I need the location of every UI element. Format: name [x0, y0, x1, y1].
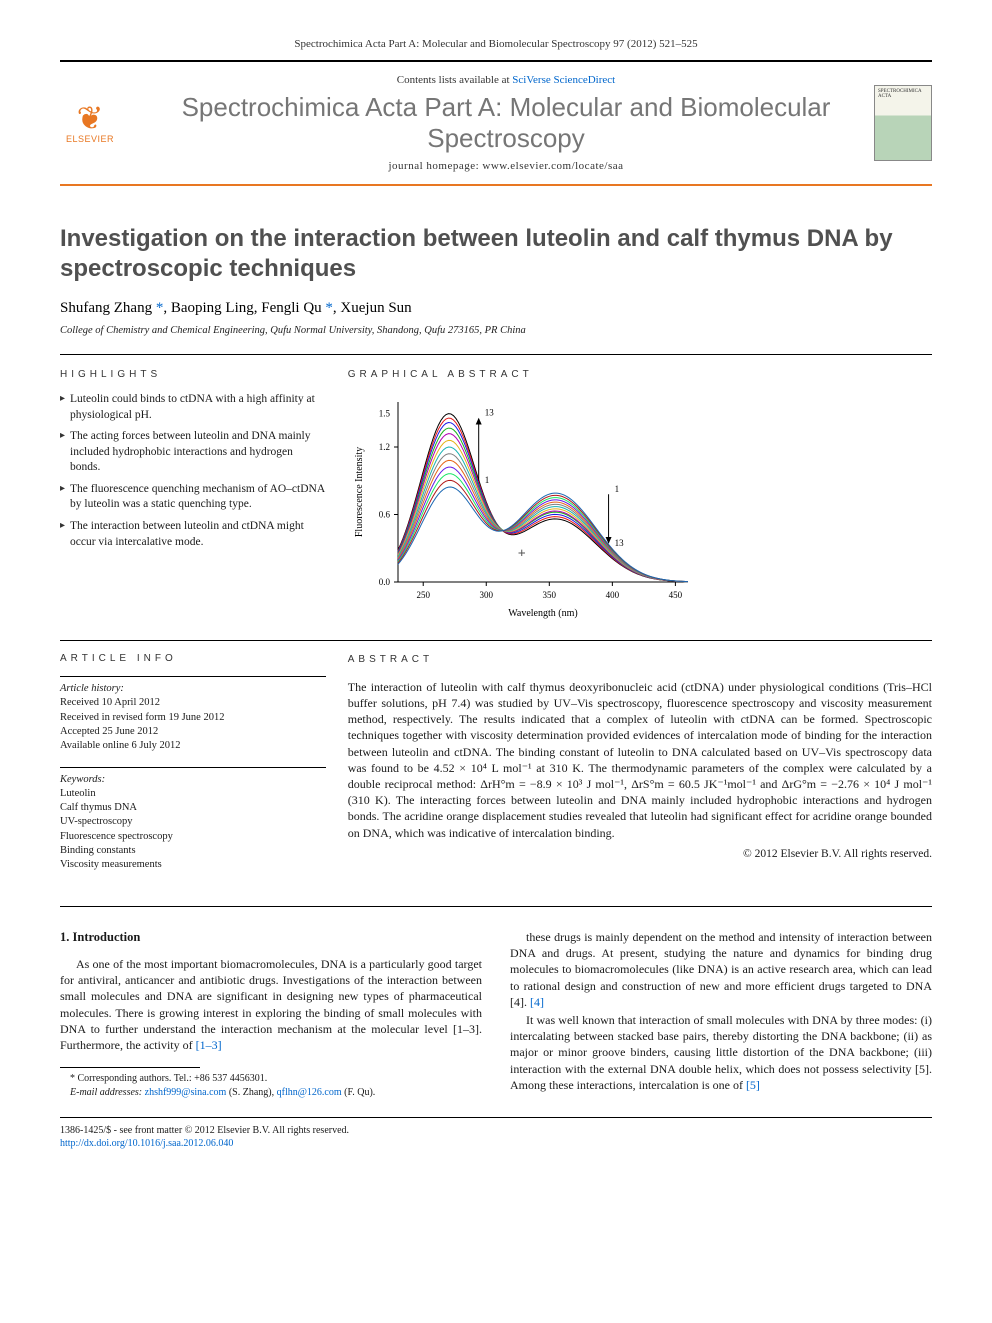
footer-bar: 1386-1425/$ - see front matter © 2012 El…: [60, 1117, 932, 1150]
highlights-label: HIGHLIGHTS: [60, 369, 326, 380]
svg-text:Wavelength (nm): Wavelength (nm): [508, 608, 577, 619]
corresponding-mark-2[interactable]: *: [322, 300, 333, 316]
graphical-abstract-chart: 0.0 0.6 1.2 1.5 250 300 350 400 450 Fluorescence …: [348, 392, 708, 622]
contents-prefix: Contents lists available at: [397, 74, 512, 86]
intro-paragraph-2: these drugs is mainly dependent on the m…: [510, 929, 932, 1010]
author-4: Xuejun Sun: [340, 300, 411, 316]
history-item: Received 10 April 2012: [60, 696, 326, 710]
intro-paragraph-1: As one of the most important biomacromol…: [60, 956, 482, 1053]
intro-p1-text: As one of the most important biomacromol…: [60, 957, 482, 1052]
email-footnote: E-mail addresses: zhshf999@sina.com (S. …: [60, 1086, 482, 1100]
homepage-line: journal homepage: www.elsevier.com/locat…: [138, 160, 874, 172]
contents-line: Contents lists available at SciVerse Sci…: [138, 74, 874, 86]
highlight-item: The fluorescence quenching mechanism of …: [60, 482, 326, 513]
journal-cover-thumbnail: SPECTROCHIMICA ACTA: [874, 85, 932, 161]
ref-link-1-3[interactable]: [1–3]: [196, 1038, 222, 1052]
elsevier-tree-icon: ❦: [77, 102, 104, 134]
journal-title: Spectrochimica Acta Part A: Molecular an…: [138, 92, 874, 154]
front-matter-line: 1386-1425/$ - see front matter © 2012 El…: [60, 1124, 932, 1137]
highlight-item: The acting forces between luteolin and D…: [60, 429, 326, 476]
corresponding-mark-1[interactable]: *: [152, 300, 163, 316]
keyword-item: UV-spectroscopy: [60, 815, 326, 829]
ref-link-4[interactable]: [4]: [530, 995, 544, 1009]
history-item: Available online 6 July 2012: [60, 739, 326, 753]
highlight-item: Luteolin could binds to ctDNA with a hig…: [60, 392, 326, 423]
email-link-1[interactable]: zhshf999@sina.com: [145, 1087, 227, 1098]
intro-p2-text: these drugs is mainly dependent on the m…: [510, 930, 932, 1009]
article-info-label: ARTICLE INFO: [60, 653, 326, 664]
keyword-item: Viscosity measurements: [60, 858, 326, 872]
svg-text:13: 13: [614, 538, 624, 548]
keyword-item: Calf thymus DNA: [60, 801, 326, 815]
corresponding-footnote: * Corresponding authors. Tel.: +86 537 4…: [60, 1072, 482, 1086]
abstract-label: ABSTRACT: [348, 653, 932, 667]
highlights-list: Luteolin could binds to ctDNA with a hig…: [60, 392, 326, 550]
svg-text:1.5: 1.5: [379, 409, 391, 419]
svg-text:250: 250: [416, 590, 430, 600]
author-1: Shufang Zhang: [60, 300, 152, 316]
svg-text:400: 400: [605, 590, 619, 600]
email-who-1: (S. Zhang),: [226, 1087, 276, 1098]
intro-p3-text: It was well known that interaction of sm…: [510, 1013, 932, 1092]
email-link-2[interactable]: qflhn@126.com: [277, 1087, 342, 1098]
svg-text:450: 450: [668, 590, 682, 600]
intro-paragraph-3: It was well known that interaction of sm…: [510, 1012, 932, 1093]
author-3: Fengli Qu: [261, 300, 321, 316]
keyword-item: Binding constants: [60, 844, 326, 858]
ref-link-5[interactable]: [5]: [746, 1078, 760, 1092]
article-title: Investigation on the interaction between…: [60, 224, 932, 284]
graphical-abstract-label: GRAPHICAL ABSTRACT: [348, 369, 932, 380]
sciencedirect-link[interactable]: SciVerse ScienceDirect: [512, 74, 615, 86]
email-who-2: (F. Qu).: [342, 1087, 376, 1098]
keyword-item: Fluorescence spectroscopy: [60, 830, 326, 844]
top-citation: Spectrochimica Acta Part A: Molecular an…: [60, 38, 932, 50]
affiliation: College of Chemistry and Chemical Engine…: [60, 325, 932, 336]
footnote-rule: [60, 1067, 200, 1068]
keyword-item: Luteolin: [60, 787, 326, 801]
abstract-text: The interaction of luteolin with calf th…: [348, 679, 932, 841]
history-item: Received in revised form 19 June 2012: [60, 711, 326, 725]
abstract-copyright: © 2012 Elsevier B.V. All rights reserved…: [348, 847, 932, 863]
elsevier-logo: ❦ ELSEVIER: [60, 88, 120, 158]
svg-text:1: 1: [614, 484, 619, 494]
svg-text:300: 300: [479, 590, 493, 600]
svg-text:+: +: [518, 547, 526, 562]
keywords-label: Keywords:: [60, 767, 326, 785]
highlight-item: The interaction between luteolin and ctD…: [60, 519, 326, 550]
svg-text:0.0: 0.0: [379, 577, 391, 587]
journal-header: ❦ ELSEVIER Contents lists available at S…: [60, 60, 932, 186]
homepage-prefix: journal homepage:: [389, 160, 483, 172]
elsevier-logo-text: ELSEVIER: [66, 134, 114, 144]
section-heading-introduction: 1. Introduction: [60, 929, 482, 946]
svg-text:1: 1: [484, 475, 489, 485]
author-2: Baoping Ling: [171, 300, 254, 316]
authors: Shufang Zhang *, Baoping Ling, Fengli Qu…: [60, 300, 932, 317]
history-label: Article history:: [60, 683, 326, 694]
svg-text:1.2: 1.2: [379, 442, 390, 452]
svg-text:13: 13: [484, 408, 494, 418]
svg-text:350: 350: [542, 590, 556, 600]
history-item: Accepted 25 June 2012: [60, 725, 326, 739]
svg-text:0.6: 0.6: [379, 510, 391, 520]
email-prefix: E-mail addresses:: [70, 1087, 145, 1098]
svg-text:Fluorescence Intensity: Fluorescence Intensity: [354, 447, 365, 537]
homepage-url: www.elsevier.com/locate/saa: [482, 160, 623, 172]
doi-link[interactable]: http://dx.doi.org/10.1016/j.saa.2012.06.…: [60, 1138, 233, 1149]
rule-1: [60, 354, 932, 355]
